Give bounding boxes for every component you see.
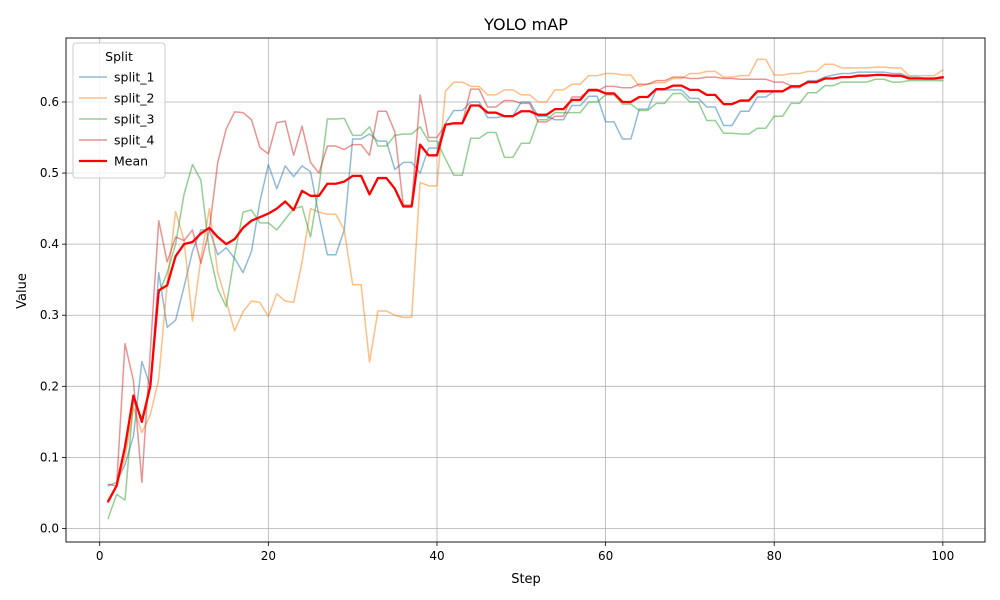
legend-label: split_3 xyxy=(114,112,155,127)
legend-title: Split xyxy=(105,49,133,64)
x-tick-label: 100 xyxy=(931,549,954,563)
x-tick-label: 40 xyxy=(429,549,444,563)
x-axis-label: Step xyxy=(511,572,541,587)
y-tick-label: 0.0 xyxy=(40,521,59,535)
x-axis-ticks: 0 20 40 60 80 100 xyxy=(96,542,954,563)
x-tick-label: 60 xyxy=(598,549,613,563)
x-tick-label: 0 xyxy=(96,549,104,563)
series-line-split-2 xyxy=(107,58,944,501)
y-tick-label: 0.4 xyxy=(40,237,59,251)
y-axis-label: Value xyxy=(15,273,30,309)
x-tick-label: 20 xyxy=(261,549,276,563)
series-line-mean xyxy=(107,73,944,503)
plot-frame xyxy=(65,37,986,543)
legend-label: split_1 xyxy=(114,70,155,85)
series-lines xyxy=(107,58,944,520)
y-tick-label: 0.1 xyxy=(40,450,59,464)
y-tick-label: 0.5 xyxy=(40,166,59,180)
series-line-split-3 xyxy=(107,78,944,520)
legend-label: split_4 xyxy=(114,133,155,148)
legend: Split split_1 split_2 split_3 split_4 Mean xyxy=(72,42,166,179)
y-tick-label: 0.6 xyxy=(40,95,59,109)
legend-label: split_2 xyxy=(114,91,155,106)
chart-title: YOLO mAP xyxy=(483,15,568,34)
grid xyxy=(66,38,985,542)
legend-label: Mean xyxy=(114,154,148,169)
x-tick-label: 80 xyxy=(767,549,782,563)
y-tick-label: 0.3 xyxy=(40,308,59,322)
y-tick-label: 0.2 xyxy=(40,379,59,393)
y-axis-ticks: 0.0 0.1 0.2 0.3 0.4 0.5 0.6 xyxy=(40,95,66,535)
